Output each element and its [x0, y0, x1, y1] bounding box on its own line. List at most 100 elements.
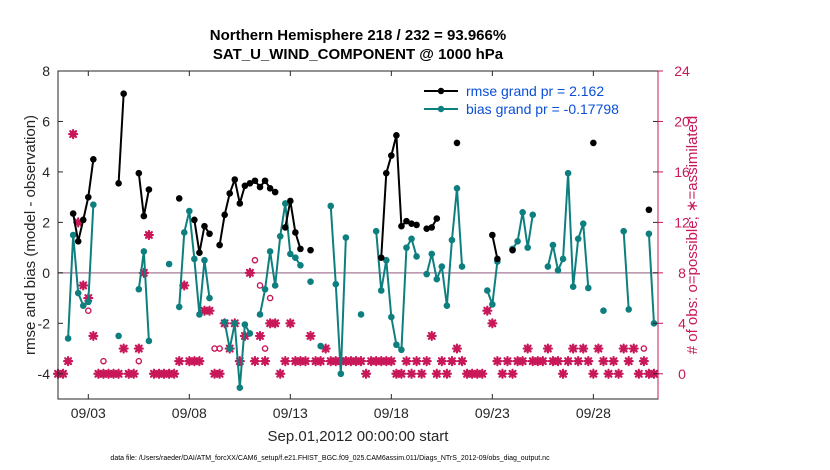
legend-bias-label: bias grand pr = -0.17798	[466, 101, 619, 117]
obs-assimilated-marker	[386, 356, 397, 367]
rmse-point	[423, 225, 430, 232]
rmse-point	[292, 229, 299, 236]
bias-point	[433, 275, 441, 283]
bias-point	[377, 287, 385, 294]
y-left-tick-label: 2	[42, 214, 50, 230]
bias-point	[372, 227, 380, 235]
y-right-tick-label: 24	[674, 63, 690, 79]
rmse-point	[206, 230, 213, 238]
bias-point	[625, 306, 633, 313]
obs-assimilated-marker	[482, 305, 493, 316]
obs-assimilated-marker	[275, 368, 286, 379]
bias-point	[529, 211, 537, 219]
bias-point	[241, 321, 249, 328]
bias-point	[85, 298, 92, 306]
obs-assimilated-marker	[68, 128, 79, 140]
obs-assimilated-marker	[563, 356, 574, 367]
x-tick-label: 09/23	[475, 405, 510, 421]
obs-assimilated-marker	[280, 356, 291, 367]
legend-rmse-label: rmse grand pr = 2.162	[466, 83, 604, 99]
bias-point	[297, 261, 304, 269]
bias-point	[357, 311, 365, 318]
rmse-point	[413, 221, 420, 229]
bias-point	[569, 283, 577, 291]
bias-point	[600, 307, 607, 314]
y-left-tick-label: -4	[38, 366, 51, 382]
rmse-point	[271, 188, 279, 196]
bias-point	[559, 255, 567, 263]
plot-background	[58, 71, 658, 399]
rmse-point	[297, 245, 304, 253]
plot-area	[52, 70, 660, 400]
rmse-point	[226, 190, 234, 197]
data-file-footer: data file: /Users/raeder/DAI/ATM_forcXX/…	[110, 455, 550, 462]
rmse-point	[216, 241, 223, 249]
rmse-point	[266, 185, 274, 192]
bias-point	[337, 370, 345, 378]
obs-possible-marker	[135, 357, 143, 365]
obs-assimilated-marker	[568, 343, 579, 354]
obs-assimilated-marker	[88, 330, 99, 342]
obs-assimilated-marker	[360, 368, 372, 379]
obs-assimilated-marker	[517, 356, 528, 367]
obs-assimilated-marker	[305, 330, 316, 342]
obs-assimilated-marker	[588, 368, 599, 379]
bias-line-segment	[647, 233, 655, 324]
obs-assimilated-marker	[396, 368, 407, 379]
rmse-point	[494, 255, 501, 263]
bias-point	[64, 335, 72, 342]
obs-assimilated-marker	[557, 368, 569, 379]
bias-point	[175, 303, 183, 311]
bias-point	[145, 337, 153, 345]
bias-point	[549, 241, 557, 249]
obs-assimilated-marker	[169, 368, 180, 379]
bias-point	[221, 318, 228, 326]
obs-assimilated-marker	[406, 368, 417, 379]
bias-point	[443, 302, 451, 309]
bias-point	[115, 332, 122, 340]
bias-series	[64, 169, 658, 391]
rmse-point	[69, 210, 77, 217]
rmse-point	[90, 156, 97, 163]
obs-assimilated-marker	[133, 343, 144, 354]
obs-assimilated-marker	[270, 318, 281, 329]
bias-point	[483, 287, 491, 294]
bias-line-segment	[329, 205, 347, 375]
obs-assimilated-marker	[249, 356, 261, 367]
x-tick-label: 09/28	[576, 405, 611, 421]
rmse-point	[377, 254, 385, 262]
bias-point	[564, 169, 572, 177]
rmse-point	[145, 186, 153, 193]
obs-assimilated-marker	[174, 356, 185, 367]
bias-point	[645, 230, 653, 238]
obs-assimilated-marker	[214, 368, 225, 379]
bias-point	[408, 235, 415, 243]
rmse-point	[221, 211, 228, 219]
obs-assimilated-marker	[477, 368, 488, 379]
obs-assimilated-marker	[300, 356, 311, 367]
obs-assimilated-marker	[285, 318, 296, 329]
bias-point	[398, 346, 405, 354]
bias-point	[231, 320, 239, 327]
obs-possible-marker	[640, 345, 648, 352]
bias-point	[453, 185, 461, 192]
obs-assimilated-marker	[456, 356, 468, 367]
obs-possible-marker	[256, 282, 264, 289]
bias-point	[388, 313, 395, 321]
bias-point	[413, 253, 420, 260]
rmse-point	[453, 139, 461, 147]
obs-possible-marker	[216, 345, 223, 352]
bias-point	[514, 238, 521, 245]
y-right-tick-label: 0	[678, 366, 686, 382]
obs-assimilated-marker	[411, 356, 422, 367]
y-right-tick-label: 20	[674, 113, 690, 129]
obs-assimilated-marker	[522, 343, 533, 354]
obs-assimilated-marker	[633, 368, 644, 379]
obs-assimilated-marker	[593, 343, 604, 354]
obs-assimilated-marker	[542, 343, 553, 354]
y-right-tick-label: 8	[678, 265, 686, 281]
rmse-point	[428, 224, 436, 231]
rmse-point	[408, 220, 415, 227]
obs-assimilated-marker	[603, 368, 614, 379]
legend-rmse-marker	[437, 87, 445, 95]
